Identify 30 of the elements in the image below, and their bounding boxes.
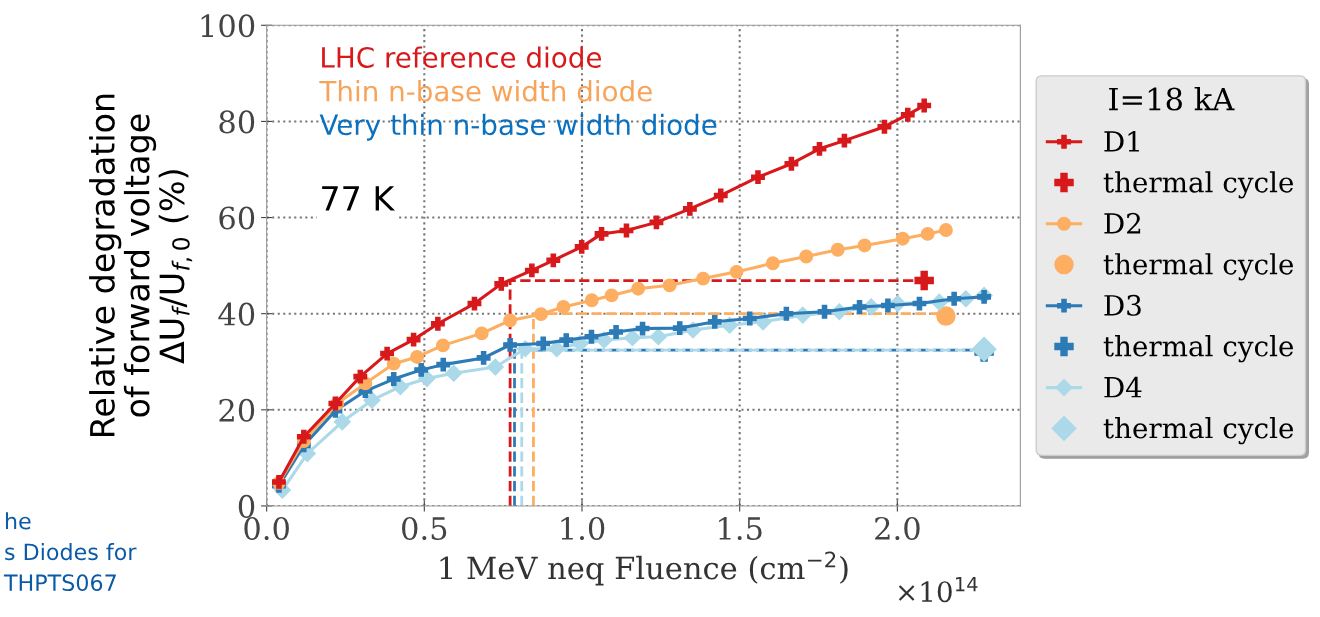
x-tick-label: 0.0 (244, 516, 289, 541)
legend-title: I=18 kA (1109, 86, 1235, 111)
annotation: 77 K (322, 186, 395, 211)
legend-label: D3 (1104, 294, 1141, 316)
legend-label: thermal cycle (1103, 335, 1294, 363)
y-tick-label: 60 (219, 206, 255, 230)
y-tick-label: 20 (219, 398, 255, 422)
legend-label: D2 (1104, 212, 1141, 234)
x-tick-label: 1.5 (719, 516, 762, 541)
legend-label: thermal cycle (1103, 171, 1294, 199)
legend-label: thermal cycle (1103, 417, 1294, 445)
x-tick-label: 2.0 (875, 516, 920, 541)
legend-label: D4 (1104, 376, 1142, 398)
annotation: Thin n-base width diode (319, 80, 652, 102)
annotation: LHC reference diode (322, 46, 602, 68)
y-axis-title: Relative degradation of forward voltage ΔU$_{f}$/U$_{f,0}$ (%) (89, 94, 193, 437)
x-tick-label: 1.0 (561, 516, 605, 541)
y-tick-label: 100 (201, 14, 255, 38)
x-axis-title: 1 MeV neq Fluence (cm$^{−2}$) (440, 551, 848, 586)
y-tick-label: 40 (218, 302, 255, 326)
annotation: Very thin n-base width diode (319, 113, 717, 141)
legend-label: thermal cycle (1103, 253, 1294, 281)
y-tick-label: 0 (238, 494, 255, 518)
text: ×10$^{14}$ (898, 576, 978, 603)
legend-label: D1 (1104, 130, 1139, 152)
x-tick-label: 0.5 (402, 516, 447, 541)
text: he (5, 512, 31, 530)
y-tick-label: 80 (219, 110, 255, 134)
text: THPTS067 (3, 574, 116, 592)
text: s Diodes for (5, 543, 137, 561)
